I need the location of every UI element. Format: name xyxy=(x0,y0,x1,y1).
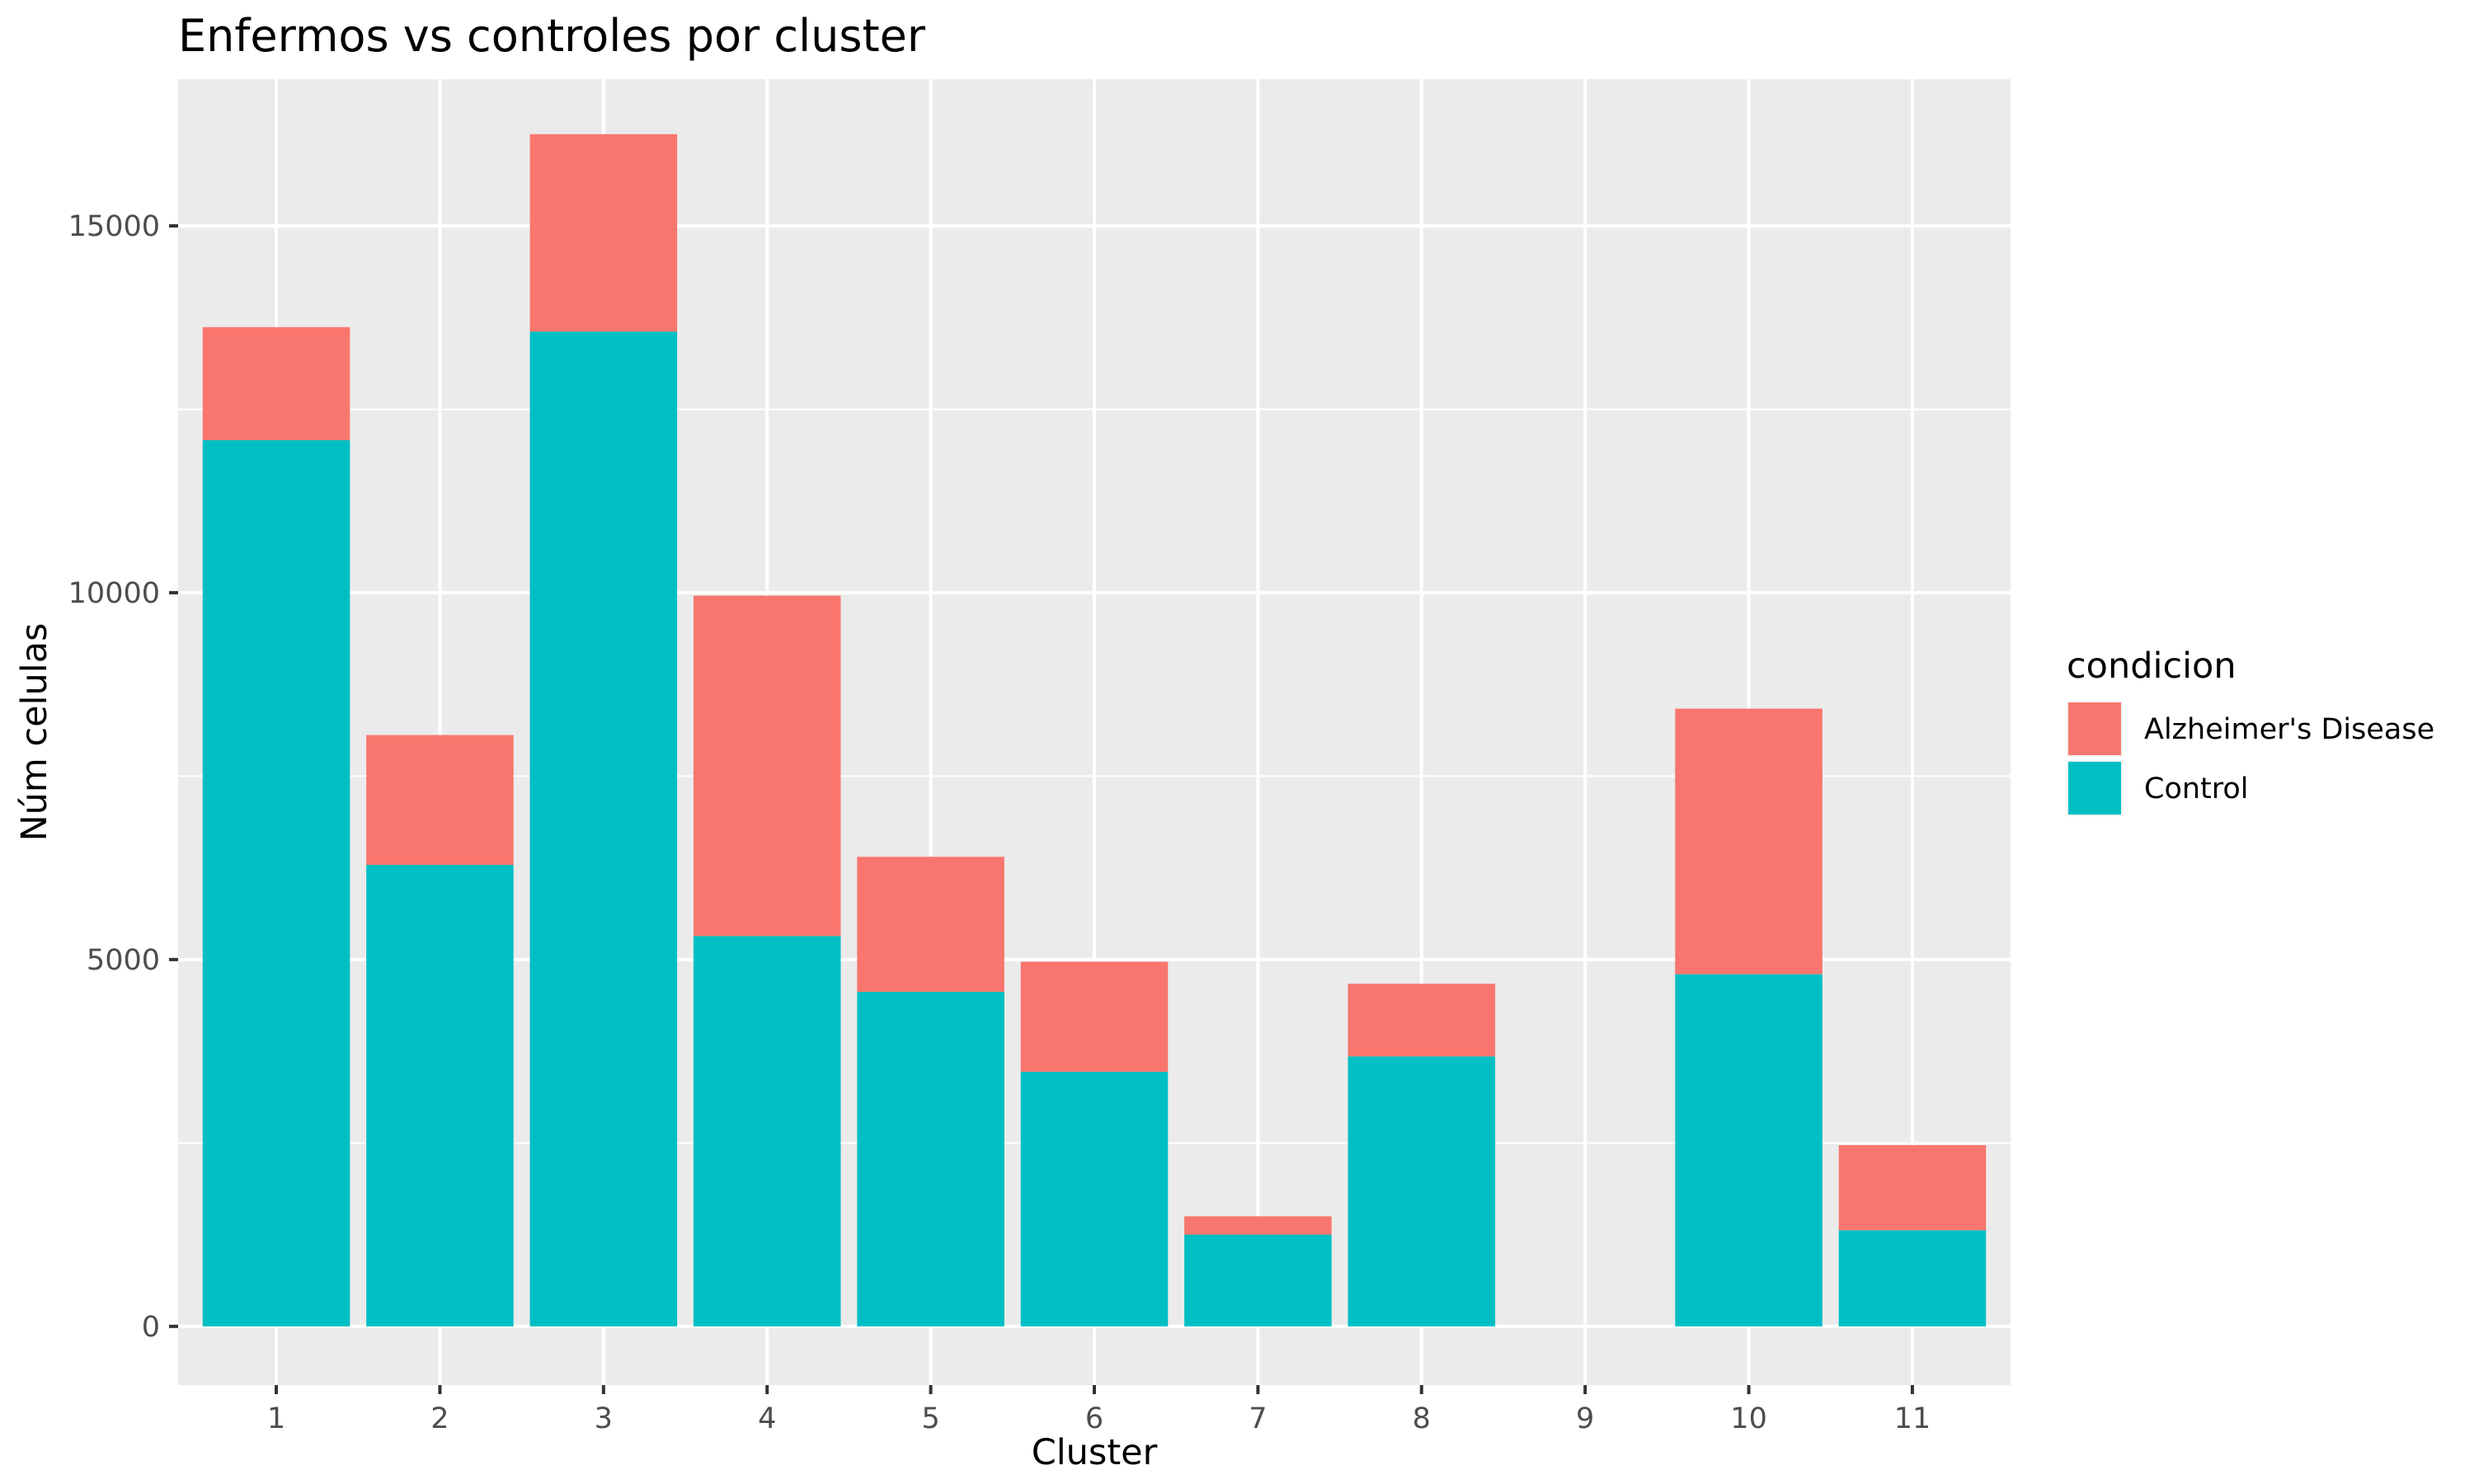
x-tick-label-1: 1 xyxy=(267,1402,285,1435)
bar-control-cluster-5 xyxy=(857,992,1004,1327)
bar-alzheimer-s-disease-cluster-11 xyxy=(1838,1145,1987,1231)
y-axis: 0 5000 10000 15000 xyxy=(68,210,178,1344)
legend-title: condicion xyxy=(2067,646,2236,687)
bar-alzheimer-s-disease-cluster-1 xyxy=(202,326,350,440)
x-tick-label-11: 11 xyxy=(1894,1402,1931,1435)
bar-control-cluster-3 xyxy=(529,331,678,1327)
x-tick-label-3: 3 xyxy=(595,1402,613,1435)
y-tick-label-3: 15000 xyxy=(68,210,160,243)
bar-alzheimer-s-disease-cluster-10 xyxy=(1675,708,1823,974)
legend: condicion Alzheimer's Disease Control xyxy=(2067,646,2434,816)
y-tick-label-2: 10000 xyxy=(68,577,160,610)
x-axis-title: Cluster xyxy=(1032,1432,1158,1473)
bar-control-cluster-1 xyxy=(202,439,350,1327)
chart-title: Enfermos vs controles por cluster xyxy=(178,10,926,62)
bar-alzheimer-s-disease-cluster-2 xyxy=(366,735,514,866)
bar-alzheimer-s-disease-cluster-3 xyxy=(529,134,678,332)
bar-control-cluster-6 xyxy=(1020,1072,1169,1327)
bars xyxy=(202,134,1987,1327)
legend-swatch-0 xyxy=(2068,702,2121,755)
bar-control-cluster-2 xyxy=(366,865,514,1327)
x-tick-label-8: 8 xyxy=(1413,1402,1431,1435)
bar-alzheimer-s-disease-cluster-8 xyxy=(1348,984,1496,1057)
bar-control-cluster-7 xyxy=(1184,1234,1332,1327)
x-tick-label-9: 9 xyxy=(1576,1402,1594,1435)
legend-swatch-1 xyxy=(2068,762,2121,815)
bar-control-cluster-4 xyxy=(693,936,841,1327)
bar-control-cluster-8 xyxy=(1348,1056,1496,1327)
legend-label-1: Control xyxy=(2144,773,2249,805)
legend-label-0: Alzheimer's Disease xyxy=(2144,713,2434,746)
y-axis-title: Núm celulas xyxy=(14,623,55,842)
bar-alzheimer-s-disease-cluster-6 xyxy=(1020,961,1169,1073)
bar-control-cluster-10 xyxy=(1675,974,1823,1327)
bar-alzheimer-s-disease-cluster-7 xyxy=(1184,1216,1332,1235)
x-axis: 1 2 3 4 5 6 7 8 9 10 11 xyxy=(267,1385,1931,1435)
bar-alzheimer-s-disease-cluster-4 xyxy=(693,595,841,937)
y-tick-label-1: 5000 xyxy=(87,944,160,977)
x-tick-label-7: 7 xyxy=(1249,1402,1267,1435)
bar-control-cluster-11 xyxy=(1838,1230,1987,1327)
x-tick-label-6: 6 xyxy=(1085,1402,1103,1435)
x-tick-label-5: 5 xyxy=(921,1402,939,1435)
x-tick-label-2: 2 xyxy=(430,1402,449,1435)
x-tick-label-10: 10 xyxy=(1730,1402,1767,1435)
y-tick-label-0: 0 xyxy=(142,1311,160,1344)
bar-alzheimer-s-disease-cluster-5 xyxy=(857,857,1004,993)
x-tick-label-4: 4 xyxy=(758,1402,776,1435)
